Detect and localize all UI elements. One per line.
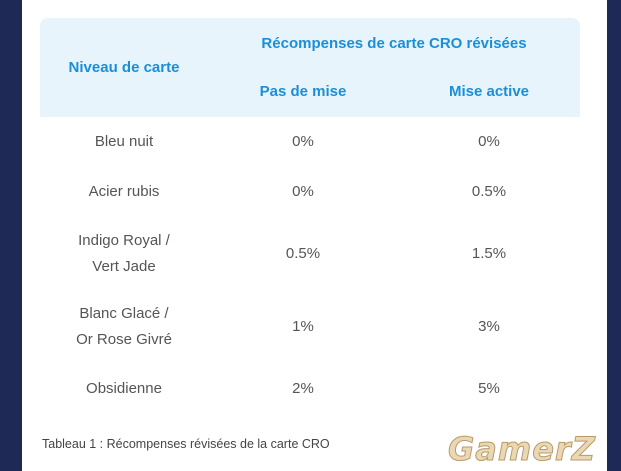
active-stake-cell: 1.5% [471,245,507,262]
card-level-cell: Bleu nuit [94,133,154,150]
card-level-cell: Blanc Glacé / Or Rose Givré [76,305,172,348]
table-row: Bleu nuit 0% 0% [40,124,580,160]
no-stake-cell: 0% [292,133,314,150]
table-row: Obsidienne 2% 5% [40,372,580,406]
table-header: Niveau de carte Récompenses de carte CRO… [40,18,580,117]
card-level-cell: Indigo Royal / Vert Jade [78,232,170,275]
table-row: Indigo Royal / Vert Jade 0.5% 1.5% [40,226,580,282]
active-stake-cell: 3% [478,318,500,335]
header-rewards-group: Récompenses de carte CRO révisées [261,35,527,52]
card-level-cell: Acier rubis [88,183,160,200]
active-stake-cell: 0% [478,133,500,150]
no-stake-cell: 1% [292,318,314,335]
header-card-level: Niveau de carte [68,59,180,76]
article-card: Niveau de carte Récompenses de carte CRO… [22,0,607,471]
gamerz-watermark: GamerZ [448,430,596,469]
card-level-cell: Obsidienne [86,380,162,397]
header-active-stake: Mise active [448,83,530,100]
no-stake-cell: 0% [292,183,314,200]
header-no-stake: Pas de mise [259,83,347,100]
no-stake-cell: 2% [292,380,314,397]
table-row: Acier rubis 0% 0.5% [40,174,580,210]
active-stake-cell: 5% [478,380,500,397]
table-caption: Tableau 1 : Récompenses révisées de la c… [42,437,330,451]
active-stake-cell: 0.5% [471,183,507,200]
table-row: Blanc Glacé / Or Rose Givré 1% 3% [40,300,580,354]
no-stake-cell: 0.5% [285,245,321,262]
